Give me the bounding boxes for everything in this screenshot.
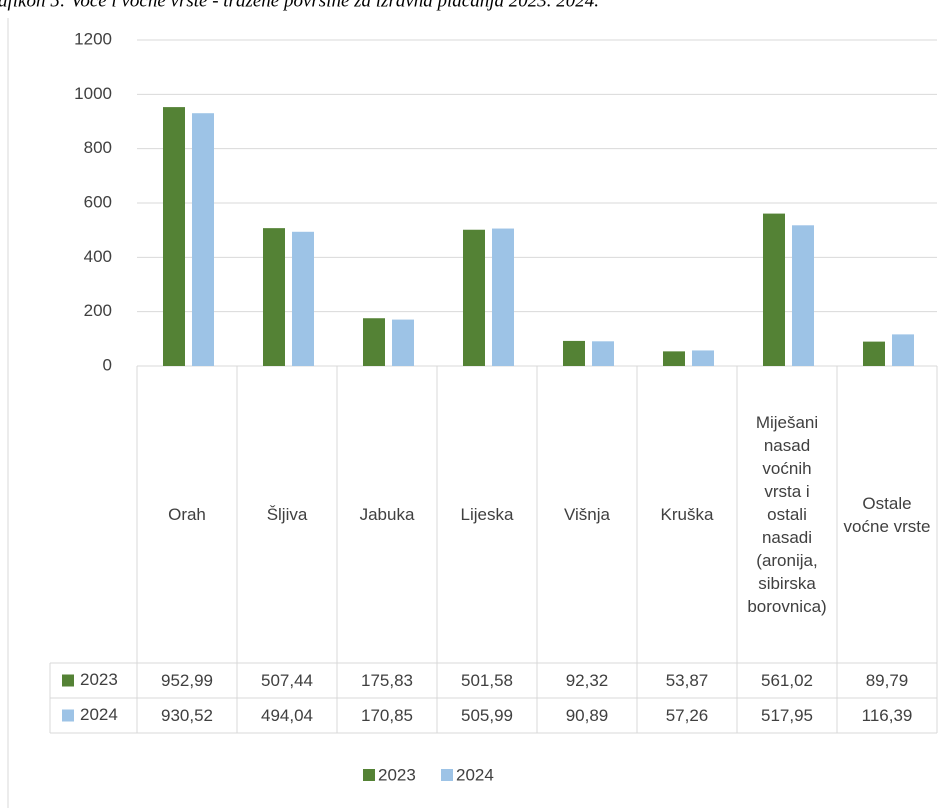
bar — [663, 351, 685, 366]
category-label: Kruška — [660, 505, 714, 524]
bar — [492, 228, 514, 366]
table-value: 952,99 — [161, 671, 213, 690]
table-value: 175,83 — [361, 671, 413, 690]
bar — [292, 231, 314, 366]
bar — [163, 107, 185, 367]
bar — [563, 340, 585, 366]
category-label: Ostale voćne vrste — [843, 493, 931, 536]
category-label: Višnja — [564, 505, 610, 524]
bar — [363, 318, 385, 366]
bar — [892, 334, 914, 366]
table-value: 494,04 — [261, 706, 313, 725]
legend-label: 2024 — [456, 765, 494, 784]
table-value: 53,87 — [665, 671, 709, 690]
table-value: 92,32 — [565, 671, 609, 690]
table-legend-key — [62, 674, 74, 687]
table-value: 90,89 — [565, 706, 609, 725]
table-value: 517,95 — [761, 706, 813, 725]
y-tick-label: 1200 — [74, 29, 112, 48]
legend-label: 2023 — [378, 765, 416, 784]
table-value: 505,99 — [461, 706, 513, 725]
table-value: 930,52 — [161, 706, 213, 725]
bar — [392, 319, 414, 366]
table-series-name: 2023 — [80, 670, 118, 689]
bar — [692, 350, 714, 366]
y-tick-label: 800 — [84, 138, 112, 157]
bar — [192, 113, 214, 366]
category-label: Orah — [168, 505, 206, 524]
table-value: 561,02 — [761, 671, 813, 690]
bar — [763, 213, 785, 366]
category-label: Miješani nasad voćnih vrsta i ostali nas… — [747, 413, 827, 616]
table-value: 89,79 — [865, 671, 909, 690]
bar — [263, 228, 285, 366]
y-tick-label: 400 — [84, 247, 112, 266]
table-value: 170,85 — [361, 706, 413, 725]
table-value: 116,39 — [861, 706, 913, 725]
y-tick-label: 600 — [84, 192, 112, 211]
y-tick-label: 0 — [103, 355, 112, 374]
table-value: 57,26 — [665, 706, 709, 725]
table-value: 501,58 — [461, 671, 513, 690]
category-label: Šljiva — [266, 505, 308, 524]
bar — [463, 229, 485, 366]
legend-key — [441, 769, 453, 781]
category-label: Jabuka — [359, 505, 415, 524]
category-label: Lijeska — [460, 505, 514, 524]
y-tick-label: 1000 — [74, 84, 112, 103]
legend-key — [363, 769, 375, 781]
table-value: 507,44 — [261, 671, 313, 690]
chart-title: afikon 5: Voće i voćne vrste - tražene p… — [0, 0, 599, 11]
bar — [592, 341, 614, 366]
bar — [792, 225, 814, 366]
y-tick-label: 200 — [84, 301, 112, 320]
table-series-name: 2024 — [80, 705, 118, 724]
bar — [863, 341, 885, 366]
table-legend-key — [62, 709, 74, 722]
